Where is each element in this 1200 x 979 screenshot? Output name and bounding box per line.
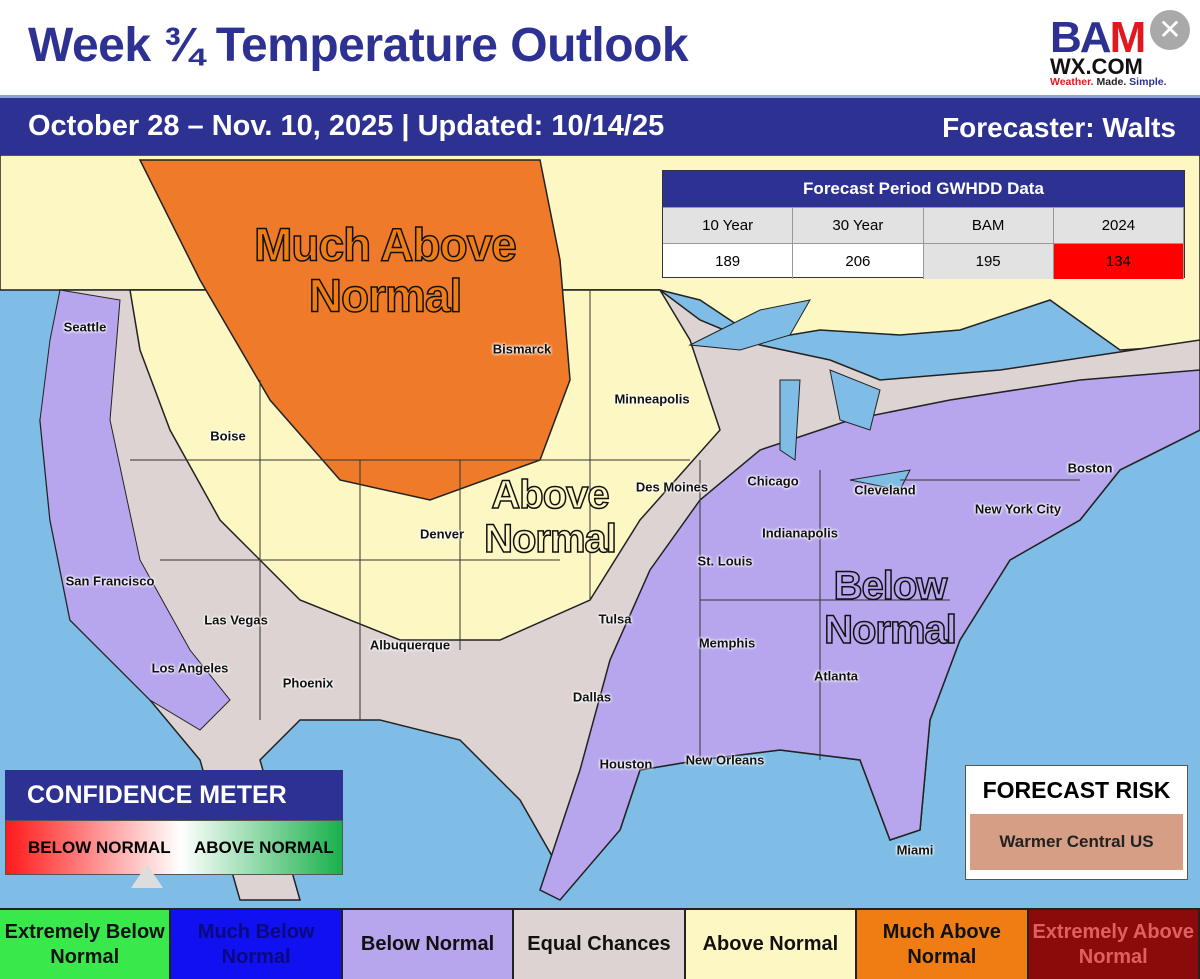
- city-label: Albuquerque: [369, 637, 451, 653]
- legend-item: Below Normal: [342, 910, 515, 979]
- legend-item: Much Below Normal: [171, 910, 343, 979]
- region-label-above: Above Normal: [483, 472, 617, 562]
- legend-item: Equal Chances: [514, 910, 686, 979]
- forecast-risk-title: FORECAST RISK: [982, 777, 1171, 803]
- city-label: San Francisco: [65, 573, 155, 589]
- city-label: Bismarck: [492, 341, 552, 357]
- date-band: October 28 – Nov. 10, 2025 | Updated: 10…: [0, 95, 1200, 155]
- city-label: New York City: [974, 501, 1062, 517]
- col-header: 30 Year: [793, 207, 924, 243]
- city-label: Chicago: [747, 473, 799, 489]
- state-lines: [130, 290, 1080, 760]
- gwhdd-table: Forecast Period GWHDD Data 10 Year 30 Ye…: [662, 170, 1185, 279]
- title-bar: Week ¾ Temperature Outlook BAM WX.COM We…: [0, 0, 1200, 95]
- much-above-normal-region: [138, 159, 571, 501]
- cell-highlight: 134: [1053, 243, 1184, 279]
- city-label: Des Moines: [635, 479, 709, 495]
- below-normal-region: [539, 369, 1200, 901]
- region-label-below: Below Normal: [823, 563, 957, 653]
- cell: 206: [793, 243, 924, 279]
- city-label: Dallas: [572, 689, 612, 705]
- city-label: Phoenix: [282, 675, 334, 691]
- legend-item: Above Normal: [685, 910, 858, 979]
- city-label: Miami: [896, 842, 934, 858]
- forecast-risk-box: FORECAST RISK Warmer Central US: [965, 765, 1188, 880]
- city-label: Indianapolis: [762, 525, 838, 541]
- city-label: New Orleans: [685, 752, 765, 768]
- legend-item: Much Above Normal: [857, 910, 1029, 979]
- city-label: Boston: [1067, 460, 1113, 476]
- legend: Extremely Below Normal Much Below Normal…: [0, 908, 1200, 979]
- city-label: Los Angeles: [151, 660, 229, 676]
- great-lakes: [688, 299, 911, 491]
- below-normal-west: [39, 289, 231, 731]
- confidence-pointer-icon: [130, 864, 163, 888]
- legend-item: Extremely Below Normal: [0, 910, 172, 979]
- confidence-title: CONFIDENCE METER: [5, 770, 343, 820]
- close-icon[interactable]: ✕: [1150, 10, 1190, 50]
- city-label: Denver: [419, 526, 465, 542]
- city-label: Seattle: [63, 319, 107, 335]
- city-label: Minneapolis: [614, 391, 690, 407]
- city-label: Atlanta: [813, 668, 859, 684]
- cell: 195: [923, 243, 1054, 279]
- cell: 189: [663, 243, 794, 279]
- gwhdd-value-row: 189 206 195 134: [663, 243, 1184, 279]
- city-label: Memphis: [698, 635, 756, 651]
- col-header: 2024: [1053, 207, 1184, 243]
- confidence-right-label: ABOVE NORMAL: [194, 838, 334, 857]
- confidence-left-label: BELOW NORMAL: [28, 838, 171, 857]
- legend-item: Extremely Above Normal: [1028, 910, 1200, 979]
- city-label: Las Vegas: [204, 612, 268, 628]
- confidence-bar: BELOW NORMAL ABOVE NORMAL: [5, 820, 343, 875]
- gwhdd-title: Forecast Period GWHDD Data: [663, 171, 1184, 207]
- bam-logo: BAM WX.COM Weather. Made. Simple.: [1050, 13, 1167, 89]
- forecast-risk-value: Warmer Central US: [970, 814, 1183, 870]
- col-header: BAM: [923, 207, 1054, 243]
- forecaster: Forecaster: Walts: [942, 112, 1176, 143]
- forecast-period: October 28 – Nov. 10, 2025 | Updated: 10…: [28, 110, 665, 142]
- city-label: St. Louis: [697, 553, 753, 569]
- gwhdd-header-row: 10 Year 30 Year BAM 2024: [663, 207, 1184, 243]
- region-label-much-above: Much Above Normal: [253, 218, 517, 321]
- city-label: Tulsa: [598, 611, 632, 627]
- city-label: Cleveland: [854, 482, 916, 498]
- col-header: 10 Year: [663, 207, 794, 243]
- city-label: Boise: [210, 428, 246, 444]
- city-label: Houston: [599, 756, 653, 772]
- page-title: Week ¾ Temperature Outlook: [28, 19, 689, 72]
- confidence-meter: CONFIDENCE METER BELOW NORMAL ABOVE NORM…: [5, 770, 343, 875]
